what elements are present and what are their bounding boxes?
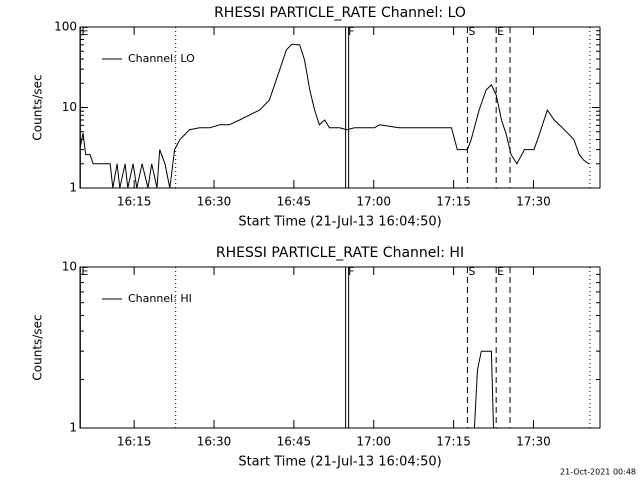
y-tick-label: 1 xyxy=(69,181,77,195)
x-tick-label: 17:30 xyxy=(516,435,551,449)
x-tick-label: 16:15 xyxy=(117,435,152,449)
x-tick-label: 16:30 xyxy=(197,435,232,449)
marker-label: E xyxy=(497,265,504,278)
chart-title: RHESSI PARTICLE_RATE Channel: HI xyxy=(216,245,464,261)
x-axis-label: Start Time (21-Jul-13 16:04:50) xyxy=(238,215,441,230)
x-tick-label: 16:45 xyxy=(277,435,312,449)
y-tick-label: 1 xyxy=(69,421,77,435)
data-line xyxy=(79,350,600,429)
legend-label: Channel: LO xyxy=(128,52,195,65)
data-line xyxy=(79,43,590,189)
x-tick-label: 17:15 xyxy=(436,435,471,449)
chart-title: RHESSI PARTICLE_RATE Channel: LO xyxy=(214,5,466,21)
marker-label: F xyxy=(348,25,354,38)
x-tick-label: 16:30 xyxy=(197,195,232,209)
footer: 21-Oct-2021 00:48 xyxy=(560,468,636,477)
y-tick-label: 100 xyxy=(54,20,77,34)
marker-label: E xyxy=(81,265,88,278)
x-tick-label: 16:15 xyxy=(117,195,152,209)
y-axis-label: Counts/sec xyxy=(31,314,45,380)
marker-label: F xyxy=(348,265,354,278)
legend-label: Channel: HI xyxy=(128,292,192,305)
marker-label: S xyxy=(468,25,475,38)
x-axis-label: Start Time (21-Jul-13 16:04:50) xyxy=(238,455,441,470)
marker-label: E xyxy=(81,25,88,38)
y-axis-label: Counts/sec xyxy=(31,74,45,140)
x-tick-label: 17:00 xyxy=(356,195,391,209)
x-tick-label: 17:15 xyxy=(436,195,471,209)
y-tick-label: 10 xyxy=(62,100,77,114)
marker-label: E xyxy=(497,25,504,38)
x-tick-label: 17:00 xyxy=(356,435,391,449)
marker-label: S xyxy=(468,265,475,278)
x-tick-label: 17:30 xyxy=(516,195,551,209)
y-tick-label: 10 xyxy=(62,260,77,274)
x-tick-label: 16:45 xyxy=(277,195,312,209)
